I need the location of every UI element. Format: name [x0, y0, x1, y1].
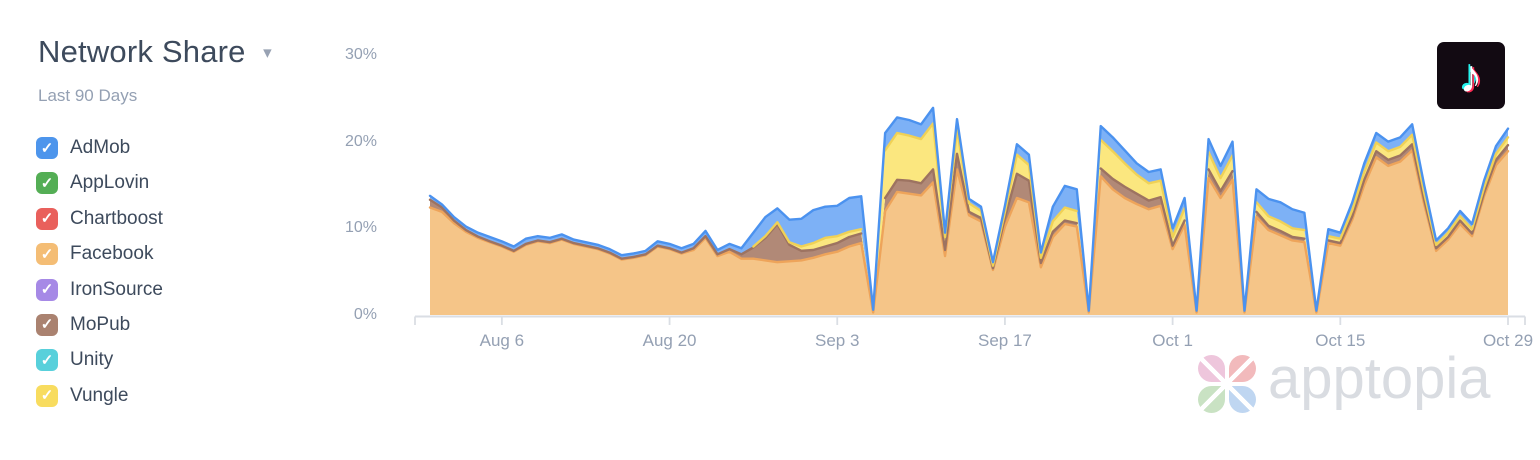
legend-item-unity[interactable]: ✓ Unity [36, 349, 163, 372]
x-axis-tick-label: Oct 29 [1482, 331, 1534, 350]
apptopia-petal-pink [1198, 355, 1225, 382]
legend-label: Facebook [70, 243, 154, 265]
apptopia-petal-red [1229, 355, 1256, 382]
legend-label: AppLovin [70, 172, 150, 194]
legend-item-facebook[interactable]: ✓ Facebook [36, 243, 163, 266]
page-title: Network Share [38, 34, 246, 69]
apptopia-petal-green [1198, 386, 1225, 413]
x-axis-tick-label: Oct 1 [1152, 331, 1193, 350]
checkbox-checked-icon[interactable]: ✓ [36, 243, 58, 266]
tiktok-note-icon: ♪ [1459, 49, 1483, 102]
tiktok-app-icon: ♪ ♪ ♪ [1437, 42, 1505, 109]
apptopia-wordmark: apptopia [1268, 346, 1491, 411]
y-axis-tick-label: 20% [344, 132, 377, 150]
x-axis-tick-label: Aug 6 [479, 331, 525, 350]
network-legend: ✓ AdMob ✓ AppLovin ✓ Chartboost ✓ Facebo… [36, 137, 163, 420]
x-axis-tick-label: Oct 15 [1315, 331, 1366, 350]
y-axis-tick-label: 0% [353, 306, 377, 323]
x-axis-tick-label: Sep 3 [815, 331, 860, 350]
chevron-down-icon: ▾ [263, 43, 272, 62]
legend-item-applovin[interactable]: ✓ AppLovin [36, 172, 163, 195]
apptopia-watermark: apptopia [1198, 350, 1491, 413]
apptopia-logo-icon [1198, 355, 1256, 413]
y-axis-tick-label: 10% [344, 219, 377, 237]
legend-item-chartboost[interactable]: ✓ Chartboost [36, 207, 163, 230]
legend-label: AdMob [70, 137, 131, 158]
legend-item-admob[interactable]: ✓ AdMob [36, 137, 163, 159]
checkbox-checked-icon[interactable]: ✓ [36, 137, 58, 159]
legend-label: Vungle [70, 384, 129, 406]
legend-label: IronSource [70, 278, 163, 300]
checkbox-checked-icon[interactable]: ✓ [36, 349, 58, 372]
tiktok-note-pink-icon: ♪ [1461, 50, 1485, 103]
legend-item-vungle[interactable]: ✓ Vungle [36, 384, 163, 407]
legend-item-ironsource[interactable]: ✓ IronSource [36, 278, 163, 301]
apptopia-petal-blue [1229, 386, 1256, 413]
checkbox-checked-icon[interactable]: ✓ [36, 207, 58, 230]
checkbox-checked-icon[interactable]: ✓ [36, 278, 58, 301]
legend-label: Unity [70, 349, 114, 371]
x-axis-tick-label: Aug 20 [642, 331, 697, 350]
date-range-label: Last 90 Days [38, 86, 138, 105]
legend-label: Chartboost [70, 207, 163, 229]
metric-selector-dropdown[interactable]: Network Share ▾ [38, 34, 272, 70]
checkbox-checked-icon[interactable]: ✓ [36, 172, 58, 195]
legend-item-mopub[interactable]: ✓ MoPub [36, 313, 163, 336]
checkbox-checked-icon[interactable]: ✓ [36, 384, 58, 407]
legend-label: MoPub [70, 313, 131, 335]
tiktok-note-cyan-icon: ♪ [1457, 47, 1481, 100]
y-axis-tick-label: 30% [344, 46, 377, 63]
checkbox-checked-icon[interactable]: ✓ [36, 313, 58, 336]
x-axis-tick-label: Sep 17 [977, 331, 1032, 350]
